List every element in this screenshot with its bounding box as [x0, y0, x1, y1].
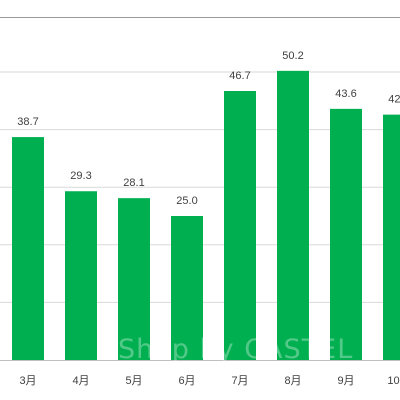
bar-5月: [118, 198, 150, 360]
category-label-4月: 4月: [72, 375, 89, 387]
category-label-6月: 6月: [178, 375, 195, 387]
category-label-8月: 8月: [284, 375, 301, 387]
bar-9月: [330, 108, 362, 360]
data-label-6月: 25.0: [176, 195, 197, 207]
chart-top-border: [0, 17, 400, 18]
category-label-5月: 5月: [125, 375, 142, 387]
bar-8月: [277, 70, 309, 361]
data-label-9月: 43.6: [335, 88, 356, 100]
category-label-9月: 9月: [337, 375, 354, 387]
data-label-8月: 50.2: [282, 50, 303, 62]
bar-6月: [171, 216, 203, 360]
category-labels: 3月 4月 5月 6月 7月 8月 9月 10月: [19, 375, 400, 387]
data-label-10月: 42.6: [388, 94, 400, 106]
bar-7月: [224, 91, 256, 361]
bar-series: [12, 70, 400, 361]
data-labels: 38.7 29.3 28.1 25.0 46.7 50.2 43.6 42.6: [17, 50, 400, 207]
bar-10月: [383, 114, 400, 361]
category-label-3月: 3月: [19, 375, 36, 387]
data-label-5月: 28.1: [123, 177, 144, 189]
data-label-7月: 46.7: [229, 70, 250, 82]
category-label-7月: 7月: [231, 375, 248, 387]
bar-4月: [65, 191, 97, 360]
bar-3月: [12, 137, 44, 360]
data-label-4月: 29.3: [70, 170, 91, 182]
category-label-10月: 10月: [387, 375, 400, 387]
data-label-3月: 38.7: [17, 116, 38, 128]
